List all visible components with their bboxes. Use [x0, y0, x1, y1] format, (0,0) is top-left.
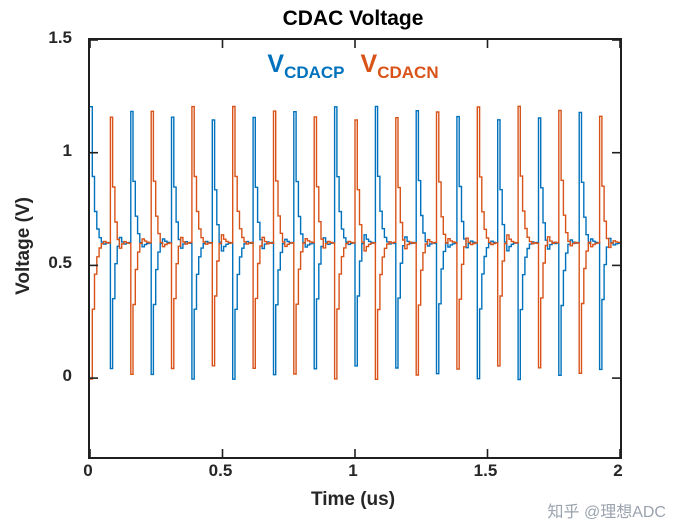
x-tick-label: 2	[613, 461, 623, 480]
plot-area	[88, 38, 622, 459]
y-tick-label: 0	[62, 366, 72, 386]
y-axis-label: Voltage (V)	[13, 197, 34, 295]
x-tick-label: 1.5	[473, 461, 498, 480]
x-tick-label: 0.5	[208, 461, 233, 480]
y-tick-label: 1	[62, 140, 72, 160]
waveform-v_cdacn	[90, 105, 620, 380]
chart-title: CDAC Voltage	[282, 7, 424, 30]
x-tick-label: 1	[348, 461, 358, 480]
x-tick-label: 0	[83, 461, 93, 480]
x-axis-label: Time (us)	[310, 489, 396, 510]
plot-svg	[90, 40, 620, 457]
y-tick-label: 1.5	[48, 28, 72, 47]
y-tick-label: 0.5	[48, 253, 72, 273]
watermark: 知乎 @理想ADC	[547, 504, 666, 521]
